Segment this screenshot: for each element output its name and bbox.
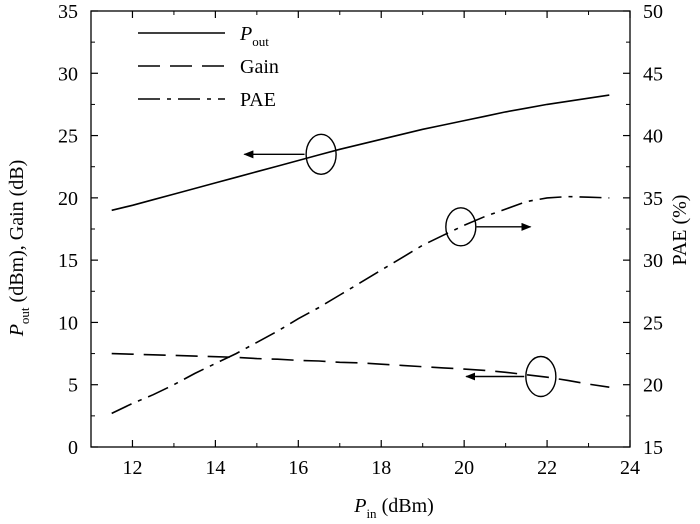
y-axis-left: 0 5 10 15 20 25 30 35 [58,1,98,459]
y-left-tick-label-25: 25 [58,126,78,148]
legend-label-gain: Gain [240,56,279,78]
plot-frame [90,10,631,448]
y-right-tick-label-40: 40 [643,126,663,148]
series-layer [111,94,610,415]
annotation-ellipse-gain [525,355,557,398]
y-axis-left-title-main: P [6,324,28,337]
plot-border [90,10,631,448]
x-axis: 12 14 16 18 20 22 24 [122,11,640,479]
x-tick-label-24: 24 [620,457,640,479]
y-right-tick-label-15: 15 [643,437,663,459]
y-left-tick-label-15: 15 [58,250,78,272]
y-axis-left-title-sub: out [17,307,32,324]
y-right-tick-label-20: 20 [643,375,663,397]
y-left-tick-label-0: 0 [68,437,78,459]
x-tick-label-16: 16 [288,457,308,479]
x-tick-label-12: 12 [122,457,142,479]
y-right-tick-label-35: 35 [643,188,663,210]
legend: Pout Gain PAE [138,23,279,111]
y-right-tick-label-25: 25 [643,312,663,334]
y-left-tick-label-5: 5 [68,375,78,397]
series-line-pout [111,94,610,212]
y-left-tick-label-20: 20 [58,188,78,210]
y-axis-left-title-rest: (dBm), Gain (dB) [6,160,28,308]
x-axis-title-sub: in [366,506,377,521]
x-axis-title: Pin (dBm) [353,495,434,521]
y-axis-right: 15 20 25 30 35 40 45 50 [623,1,663,459]
y-axis-right-title: PAE (%) [669,195,691,266]
y-right-tick-label-45: 45 [643,63,663,85]
annotation-layer [243,133,557,398]
x-axis-title-main: P [353,495,366,517]
y-right-tick-label-50: 50 [643,1,663,23]
y-axis-left-title: Pout (dBm), Gain (dB) [6,160,32,338]
x-tick-label-18: 18 [371,457,391,479]
legend-label-pout: Pout [239,23,269,49]
x-axis-title-rest: (dBm) [377,495,434,517]
y-left-tick-label-30: 30 [58,63,78,85]
annotation-ellipse-pout [305,133,337,176]
series-line-gain [111,352,610,388]
x-tick-label-22: 22 [537,457,557,479]
y-left-tick-label-35: 35 [58,1,78,23]
series-line-pae [111,195,610,415]
x-tick-label-14: 14 [205,457,225,479]
y-left-tick-label-10: 10 [58,312,78,334]
legend-label-pae: PAE [240,89,276,111]
y-right-tick-label-30: 30 [643,250,663,272]
x-tick-label-20: 20 [454,457,474,479]
annotation-ellipse-pae [445,207,477,247]
